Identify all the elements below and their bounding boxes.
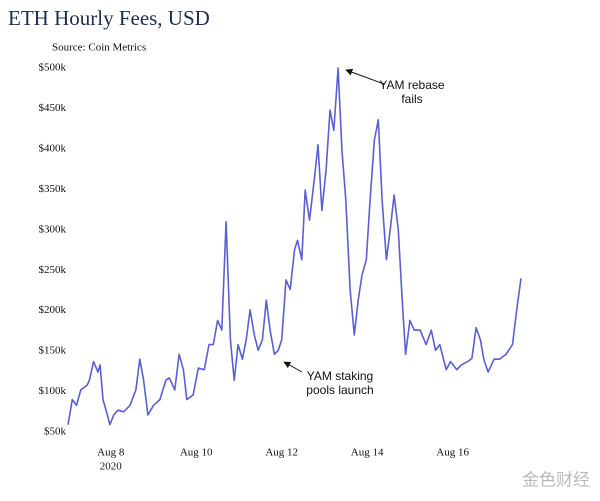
x-tick-label: Aug 10 bbox=[180, 447, 213, 459]
y-tick-label: $350k bbox=[39, 183, 67, 195]
annotation-text: fails bbox=[401, 92, 422, 106]
annotation-text: YAM staking bbox=[307, 369, 373, 383]
y-tick-label: $200k bbox=[39, 304, 67, 316]
annotation-text: pools launch bbox=[306, 383, 373, 397]
x-tick-label: Aug 8 bbox=[97, 447, 125, 459]
line-series bbox=[67, 67, 522, 426]
y-tick-label: $400k bbox=[39, 142, 67, 154]
y-tick-label: $150k bbox=[39, 345, 67, 357]
chart-subtitle: Source: Coin Metrics bbox=[52, 42, 146, 54]
y-tick-label: $500k bbox=[39, 62, 67, 74]
annotation-arrow bbox=[345, 68, 385, 85]
annotation-arrow bbox=[283, 361, 303, 373]
x-tick-label: Aug 16 bbox=[436, 447, 469, 459]
x-tick-label: Aug 14 bbox=[351, 447, 384, 459]
y-tick-label: $450k bbox=[39, 102, 67, 114]
x-year-label: 2020 bbox=[100, 461, 123, 473]
watermark: 金色财经 bbox=[522, 470, 590, 489]
chart-title: ETH Hourly Fees, USD bbox=[8, 6, 210, 30]
y-tick-label: $50k bbox=[44, 426, 67, 438]
y-tick-label: $100k bbox=[39, 385, 67, 397]
x-tick-label: Aug 12 bbox=[265, 447, 298, 459]
annotation-text: YAM rebase bbox=[379, 78, 444, 92]
y-tick-label: $300k bbox=[39, 223, 67, 235]
y-tick-label: $250k bbox=[39, 264, 67, 276]
